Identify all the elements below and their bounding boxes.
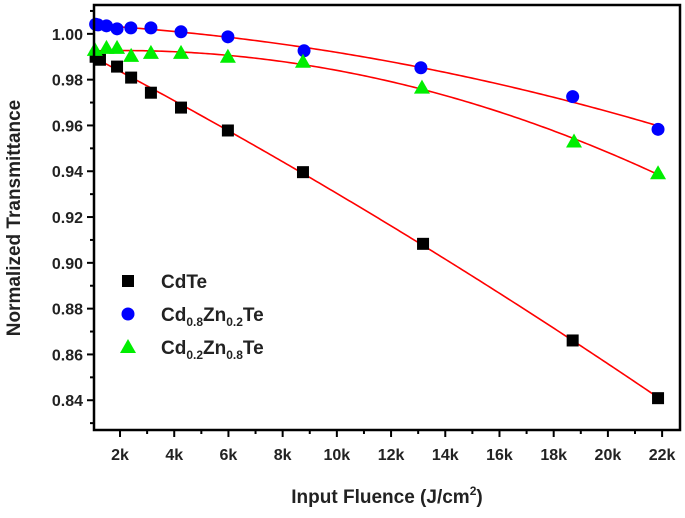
- y-tick-label: 0.94: [52, 164, 83, 181]
- data-point: [417, 237, 430, 250]
- x-tick-label: 16k: [486, 447, 513, 464]
- x-tick-label: 8k: [274, 447, 292, 464]
- data-point: [566, 133, 583, 148]
- data-point: [652, 392, 665, 405]
- data-point: [294, 53, 311, 68]
- plot-frame: [92, 3, 682, 432]
- x-tick-label: 6k: [220, 447, 238, 464]
- legend-label-part: CdTe: [161, 272, 207, 293]
- data-point: [566, 334, 579, 347]
- data-point: [296, 166, 309, 179]
- legend-label-part: Te: [243, 305, 264, 326]
- data-point: [566, 90, 580, 104]
- data-point: [173, 44, 190, 59]
- y-tick-label: 0.86: [52, 347, 83, 364]
- y-tick-label: 0.92: [52, 210, 83, 227]
- x-tick-label: 20k: [595, 447, 622, 464]
- data-point: [123, 47, 140, 62]
- data-point: [142, 44, 159, 59]
- data-point: [414, 61, 428, 75]
- data-point: [109, 39, 126, 54]
- y-tick-label: 1.00: [52, 27, 83, 44]
- axes: 2k 4k 6k 8k 10k 12k 14k 16k 18k 20k 22k 0.84 0.86 0.8…: [52, 9, 676, 464]
- data-point: [110, 22, 124, 36]
- x-tick-label: 10k: [324, 447, 351, 464]
- legend-label-part: 0.8: [226, 348, 243, 362]
- legend-label-part: Te: [243, 338, 264, 359]
- data-point: [144, 86, 157, 99]
- data-point: [413, 79, 430, 94]
- x-axis-label: Input Fluence (J/cm2): [291, 484, 482, 508]
- fit-lines: [96, 24, 659, 398]
- data-point: [650, 165, 667, 180]
- fit-line-1: [96, 24, 659, 127]
- legend-label-part: Cd: [161, 305, 186, 326]
- data-point: [125, 71, 138, 84]
- data-point: [124, 21, 138, 35]
- data-point: [144, 21, 158, 35]
- fit-line-0: [96, 58, 659, 398]
- legend-label-part: 0.2: [186, 348, 203, 362]
- data-point: [221, 124, 234, 137]
- data-point: [651, 122, 665, 136]
- legend-marker: [120, 339, 136, 353]
- legend-label: Cd0.2Zn0.8Te: [161, 338, 264, 362]
- data-point: [93, 53, 106, 66]
- legend-label-part: Zn: [203, 338, 226, 359]
- y-tick-label: 0.98: [52, 73, 83, 90]
- y-axis-label: Normalized Transmittance: [4, 100, 25, 337]
- x-tick-label: 12k: [378, 447, 405, 464]
- x-tick-label: 2k: [111, 447, 129, 464]
- data-point: [219, 48, 236, 63]
- data-point: [174, 25, 188, 39]
- legend-label-part: Cd: [161, 338, 186, 359]
- data-point: [297, 44, 311, 58]
- legend-marker: [121, 307, 135, 321]
- y-tick-label: 0.96: [52, 118, 83, 135]
- x-tick-label: 22k: [649, 447, 676, 464]
- legend-label: CdTe: [161, 272, 207, 293]
- data-point: [99, 19, 113, 33]
- y-tick-label: 0.88: [52, 302, 83, 319]
- data-point: [221, 30, 235, 44]
- y-tick-label: 0.84: [52, 393, 83, 410]
- data-point: [98, 39, 115, 54]
- legend-marker: [122, 275, 134, 287]
- data-point: [111, 60, 124, 73]
- legend-label: Cd0.8Zn0.2Te: [161, 305, 264, 329]
- x-tick-label: 14k: [432, 447, 459, 464]
- y-tick-label: 0.90: [52, 256, 83, 273]
- legend-label-part: 0.2: [226, 315, 243, 329]
- data-point: [175, 101, 188, 114]
- x-tick-label: 4k: [165, 447, 183, 464]
- legend-label-part: Zn: [203, 305, 226, 326]
- x-tick-label: 18k: [540, 447, 567, 464]
- legend-label-part: 0.8: [186, 315, 203, 329]
- fit-line-2: [96, 49, 659, 176]
